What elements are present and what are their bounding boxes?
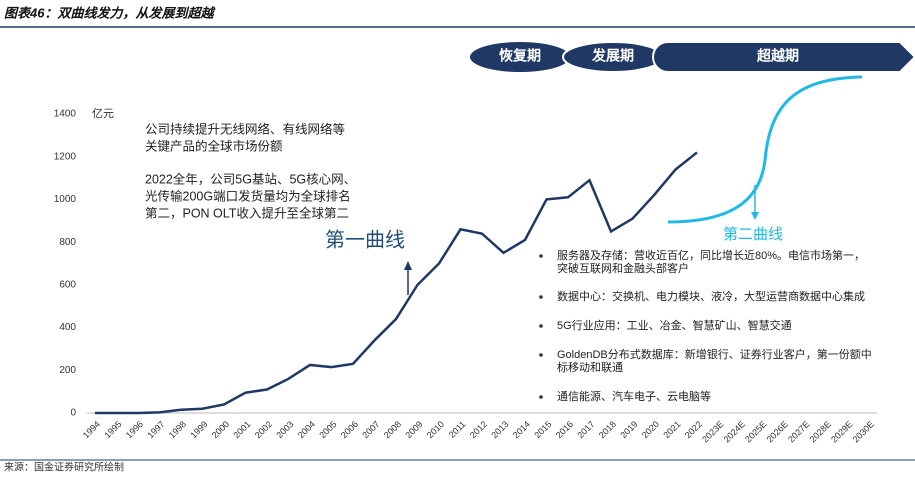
annotation: 第二，PON OLT收入提升至全球第二 <box>145 205 349 220</box>
x-tick-label: 1997 <box>145 419 166 440</box>
x-tick-label: 1998 <box>167 419 188 440</box>
x-tick-label: 2009 <box>403 419 424 440</box>
second-curve <box>667 75 863 224</box>
bullet-dot <box>539 254 543 258</box>
y-tick-label: 1200 <box>54 151 77 162</box>
phase-pill <box>470 42 570 72</box>
x-tick-label: 2029E <box>829 419 854 444</box>
x-tick-label: 2004 <box>296 419 317 440</box>
phase-label: 恢复期 <box>499 48 541 64</box>
y-tick-label: 400 <box>59 322 76 333</box>
x-tick-label: 2016 <box>554 419 575 440</box>
x-tick-label: 2030E <box>851 419 876 444</box>
x-tick-label: 2025E <box>743 419 768 444</box>
x-tick-label: 2021 <box>661 419 682 440</box>
phase-label: 发展期 <box>591 48 634 64</box>
x-tick-label: 1999 <box>188 419 209 440</box>
y-tick-label: 1000 <box>54 194 77 205</box>
x-tick-label: 2019 <box>618 419 639 440</box>
annotation: 公司持续提升无线网络、有线网络等 <box>145 121 345 136</box>
x-tick-label: 2002 <box>253 419 274 440</box>
x-tick-label: 2005 <box>317 419 338 440</box>
x-tick-label: 2011 <box>447 419 468 440</box>
page-title: 图表46：双曲线发力，从发展到超越 <box>4 5 215 20</box>
x-tick-label: 2013 <box>489 419 510 440</box>
x-tick-label: 2008 <box>382 419 403 440</box>
bullet-text: GoldenDB分布式数据库：新增银行、证券行业客户，第一份额中 <box>557 347 872 361</box>
arrow-head <box>751 212 759 220</box>
x-tick-label: 2020 <box>640 419 661 440</box>
y-tick-label: 600 <box>59 279 76 290</box>
x-tick-label: 1996 <box>124 419 145 440</box>
y-tick-label: 800 <box>59 237 76 248</box>
x-tick-label: 2017 <box>575 419 596 440</box>
bullet-dot <box>539 395 543 399</box>
bullet-dot <box>539 353 543 357</box>
x-tick-label: 2010 <box>425 419 446 440</box>
annotation: 关键产品的全球市场份额 <box>145 138 283 153</box>
x-tick-label: 1994 <box>81 419 102 440</box>
bullet-dot <box>539 324 543 328</box>
bullet-text: 数据中心：交换机、电力模块、液冷，大型运营商数据中心集成 <box>557 289 865 303</box>
bullet-text: 服务器及存储：营收近百亿，同比增长近80%。电信市场第一， <box>557 248 865 262</box>
x-tick-label: 2023E <box>700 419 725 444</box>
y-tick-label: 0 <box>70 408 76 419</box>
x-tick-label: 2003 <box>274 419 295 440</box>
x-tick-label: 2024E <box>722 419 747 444</box>
annotation: 2022全年，公司5G基站、5G核心网、 <box>145 171 356 186</box>
x-tick-label: 2018 <box>597 419 618 440</box>
phase-pill <box>652 41 915 73</box>
source: 来源：国金证券研究所绘制 <box>4 461 124 474</box>
bullet-text: 突破互联网和金融头部客户 <box>557 261 689 275</box>
x-tick-label: 2027E <box>786 419 811 444</box>
second-curve-label: 第二曲线 <box>723 225 783 243</box>
x-tick-label: 1995 <box>102 419 123 440</box>
y-tick-label: 1400 <box>54 109 77 120</box>
bullet-dot <box>539 295 543 299</box>
bullet-text: 通信能源、汽车电子、云电脑等 <box>557 389 711 403</box>
y-tick-label: 200 <box>59 365 76 376</box>
arrow-head <box>404 261 412 270</box>
x-tick-label: 2006 <box>339 419 360 440</box>
line-series <box>95 151 698 415</box>
x-tick-label: 2012 <box>468 419 489 440</box>
first-curve-label: 第一曲线 <box>325 228 405 251</box>
x-tick-label: 2007 <box>360 419 381 440</box>
bullet-text: 标移动和联通 <box>557 360 623 374</box>
x-tick-label: 2015 <box>532 419 553 440</box>
x-tick-label: 2014 <box>511 419 532 440</box>
y-unit: 亿元 <box>92 107 114 120</box>
x-tick-label: 2028E <box>808 419 833 444</box>
x-tick-label: 2026E <box>765 419 790 444</box>
x-tick-label: 2001 <box>231 419 252 440</box>
annotation: 光传输200G端口发货量均为全球排名 <box>145 188 351 203</box>
phase-label: 超越期 <box>756 48 799 64</box>
bullet-text: 5G行业应用：工业、冶金、智慧矿山、智慧交通 <box>557 318 792 332</box>
x-tick-label: 2000 <box>210 419 231 440</box>
